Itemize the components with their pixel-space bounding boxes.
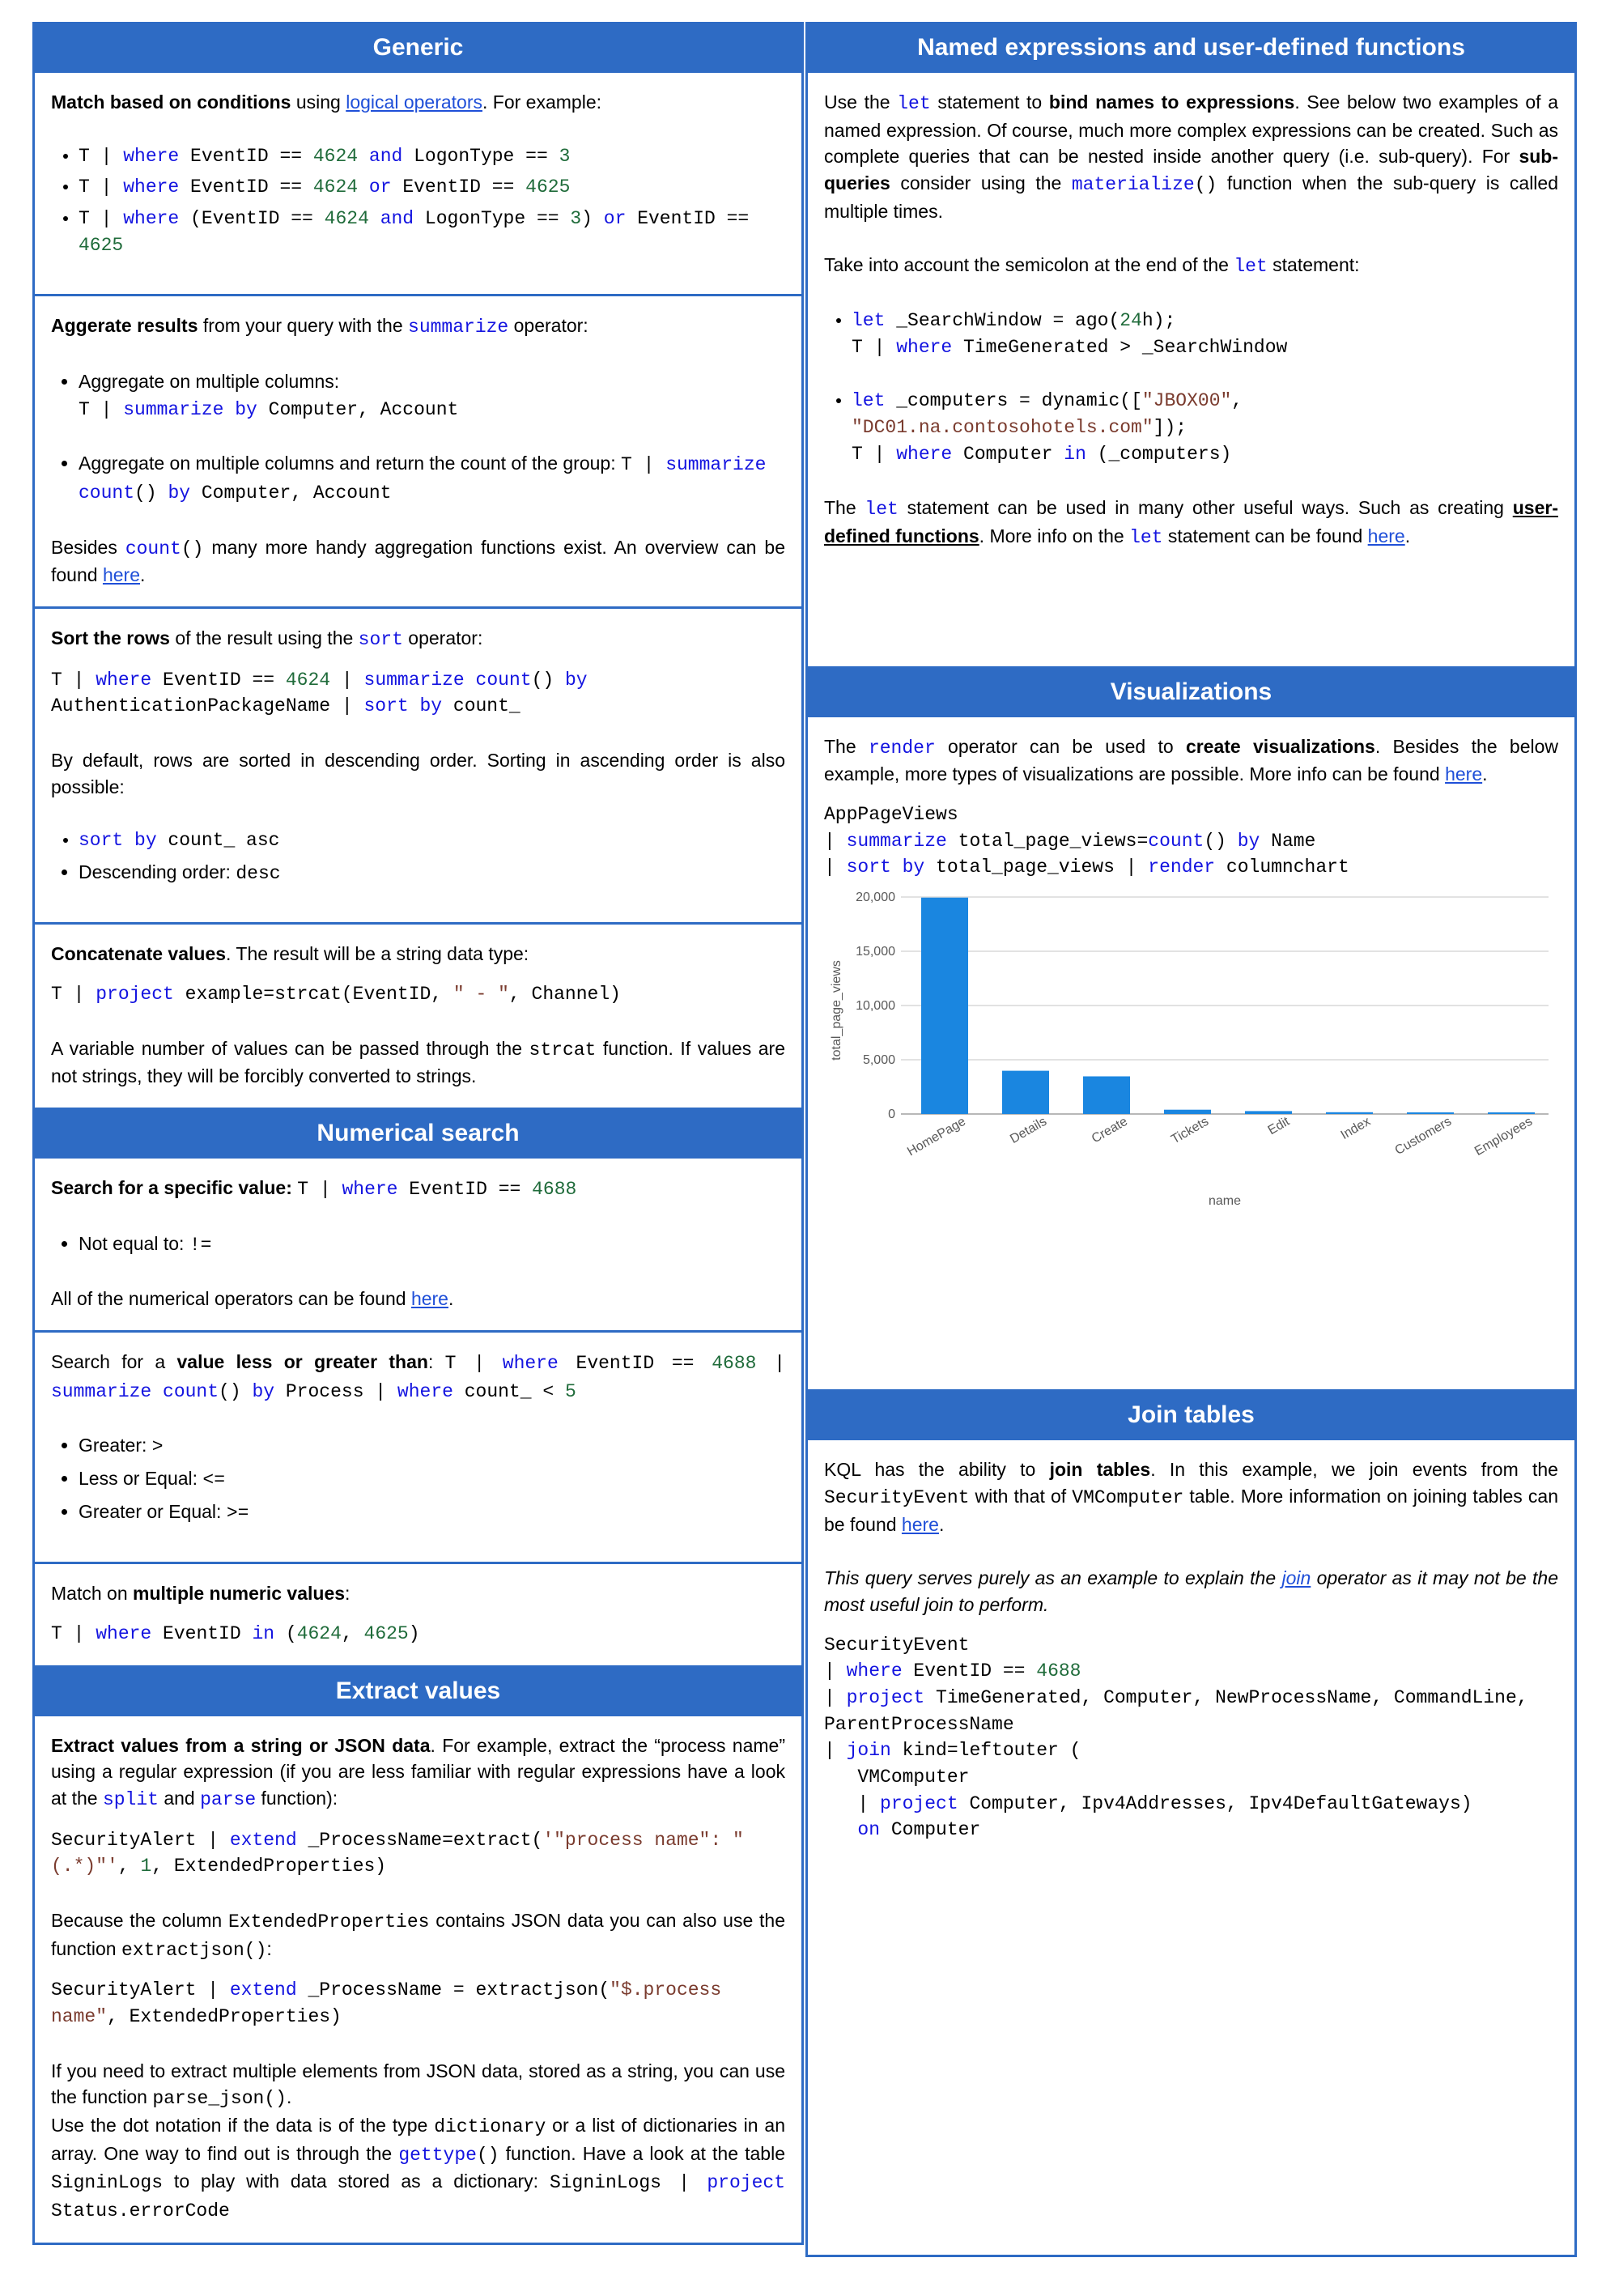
svg-text:Create: Create [1090, 1115, 1130, 1146]
svg-text:5,000: 5,000 [863, 1053, 895, 1067]
svg-text:total_page_views: total_page_views [830, 960, 843, 1061]
svg-text:Customers: Customers [1393, 1115, 1454, 1158]
svg-text:Employees: Employees [1472, 1115, 1535, 1159]
svg-text:Details: Details [1008, 1115, 1049, 1146]
svg-text:15,000: 15,000 [856, 945, 895, 959]
svg-text:10,000: 10,000 [856, 999, 895, 1013]
svg-text:Tickets: Tickets [1169, 1115, 1211, 1147]
svg-text:Index: Index [1339, 1115, 1373, 1142]
svg-text:name: name [1209, 1194, 1241, 1208]
svg-text:0: 0 [888, 1108, 895, 1121]
svg-text:Edit: Edit [1266, 1114, 1293, 1137]
svg-text:HomePage: HomePage [905, 1115, 968, 1159]
svg-text:20,000: 20,000 [856, 891, 895, 904]
